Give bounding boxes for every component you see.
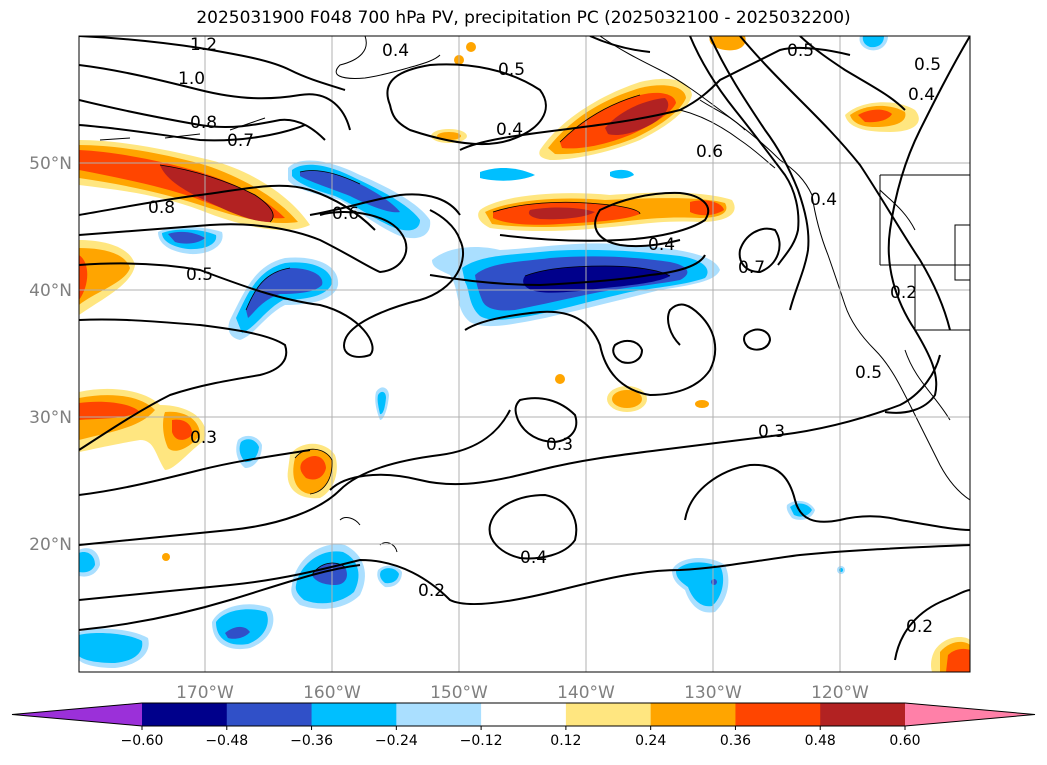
contour-label: 0.8: [148, 198, 175, 218]
longitude-labels: 170°W 160°W 150°W 140°W 130°W 120°W: [176, 683, 869, 703]
colorbar-tick-label: −0.24: [375, 733, 418, 749]
lon-label-150w: 150°W: [430, 683, 488, 703]
colorbar-segment: [311, 703, 397, 726]
colorbar-segment: [226, 703, 313, 726]
colorbar-tick-label: 0.12: [550, 733, 581, 749]
contour-label: 0.4: [648, 235, 675, 255]
latitude-labels: 50°N 40°N 30°N 20°N: [29, 154, 72, 555]
colorbar-extend-min: [12, 703, 142, 726]
colorbar-segment: [142, 703, 228, 726]
lat-label-50n: 50°N: [29, 154, 72, 174]
pv-contours: [79, 36, 970, 661]
colorbar-tick-label: 0.60: [889, 733, 920, 749]
colorbar-tick-label: 0.36: [720, 733, 751, 749]
colorbar-tick-label: −0.36: [290, 733, 333, 749]
lon-label-160w: 160°W: [303, 683, 361, 703]
colorbar-segment: [481, 703, 567, 726]
colorbar-tick-label: 0.48: [805, 733, 836, 749]
precip-outline-contours: [159, 94, 671, 576]
contour-label: 0.3: [758, 422, 785, 442]
contour-label: 0.5: [498, 60, 525, 80]
map-frame: [78, 35, 971, 673]
colorbar-tick-label: 0.24: [635, 733, 666, 749]
colorbar-segment: [396, 703, 482, 726]
contour-label: 0.3: [190, 428, 217, 448]
contour-label: 0.4: [520, 548, 547, 568]
colorbar-tick-label: −0.12: [460, 733, 503, 749]
contour-label: 0.4: [810, 190, 837, 210]
lon-label-170w: 170°W: [176, 683, 234, 703]
contour-label: 0.6: [696, 142, 723, 162]
contour-label: 1.2: [190, 35, 217, 55]
contour-label: 1.0: [178, 69, 205, 89]
colorbar-tick-label: −0.60: [121, 733, 164, 749]
map-area: 1.2 1.0 0.8 0.7 0.8 0.6 0.5 0.4 0.5 0.4 …: [79, 35, 970, 672]
contour-label: 0.3: [546, 435, 573, 455]
contour-label: 0.8: [190, 113, 217, 133]
contour-label: 0.4: [382, 41, 409, 61]
contour-label: 0.7: [227, 131, 254, 151]
contour-label: 0.2: [890, 283, 917, 303]
pv-contour-labels: 1.2 1.0 0.8 0.7 0.8 0.6 0.5 0.4 0.5 0.4 …: [148, 35, 941, 637]
colorbar-segment: [820, 703, 906, 726]
contour-label: 0.5: [186, 265, 213, 285]
lon-label-130w: 130°W: [684, 683, 742, 703]
contour-label: 0.4: [908, 85, 935, 105]
contour-label: 0.5: [914, 55, 941, 75]
contour-label: 0.5: [787, 41, 814, 61]
contour-label: 0.2: [418, 581, 445, 601]
map-title: 2025031900 F048 700 hPa PV, precipitatio…: [196, 8, 851, 28]
contour-label: 0.6: [332, 204, 359, 224]
contour-label: 0.4: [496, 120, 523, 140]
coastlines: [99, 36, 970, 553]
lat-label-20n: 20°N: [29, 535, 72, 555]
contour-label: 0.2: [906, 617, 933, 637]
colorbar-extend-max: [905, 703, 1035, 726]
lat-label-30n: 30°N: [29, 408, 72, 428]
contour-label: 0.5: [855, 363, 882, 383]
contour-label: 0.7: [738, 258, 765, 278]
colorbar-segment: [565, 703, 652, 726]
colorbar-tick-label: −0.48: [205, 733, 248, 749]
colorbar-segment: [735, 703, 821, 726]
colorbar: −0.60 −0.48 −0.36 −0.24 −0.12 0.12 0.24 0.36 0.4…: [11, 702, 1036, 749]
lon-label-120w: 120°W: [811, 683, 869, 703]
colorbar-segment: [650, 703, 736, 726]
lon-label-140w: 140°W: [557, 683, 615, 703]
lat-label-40n: 40°N: [29, 281, 72, 301]
